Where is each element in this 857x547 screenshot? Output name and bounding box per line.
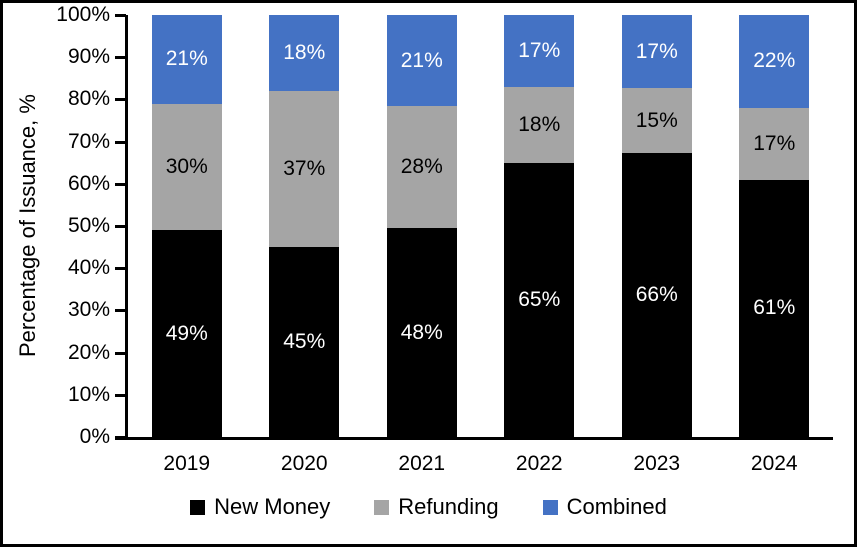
y-tick-label: 70% bbox=[67, 129, 110, 153]
y-tick-label: 30% bbox=[67, 298, 110, 322]
y-tick-mark bbox=[115, 56, 126, 60]
y-tick-label: 60% bbox=[67, 171, 110, 195]
legend-item-refunding: Refunding bbox=[374, 494, 499, 520]
y-tick-mark bbox=[115, 351, 126, 355]
bar-segment-refunding: 18% bbox=[504, 86, 575, 163]
bar-segment-combined: 22% bbox=[739, 15, 810, 108]
plot-area: 49% 30% 21% 45% 37% 18% 48% 28% 21% 65% 18% 17% 66% 1… bbox=[125, 15, 833, 437]
bar-segment-refunding: 30% bbox=[151, 103, 222, 231]
bar-segment-new-money: 45% bbox=[269, 247, 340, 437]
x-category-label: 2023 bbox=[633, 452, 681, 475]
y-tick-label: 40% bbox=[67, 256, 110, 280]
bar-segment-new-money: 48% bbox=[386, 228, 457, 437]
bar-segment-combined: 17% bbox=[504, 15, 575, 87]
y-tick-label: 10% bbox=[67, 382, 110, 406]
bar-segment-refunding: 17% bbox=[739, 107, 810, 180]
y-tick-mark bbox=[115, 225, 126, 228]
bar-segment-combined: 18% bbox=[269, 15, 340, 91]
y-tick-mark bbox=[115, 140, 126, 144]
bar-column-2020: 45% 37% 18% bbox=[246, 15, 364, 437]
y-tick-label: 90% bbox=[67, 45, 110, 69]
bar-segment-new-money: 65% bbox=[504, 162, 575, 437]
bar-segment-refunding: 28% bbox=[386, 106, 457, 229]
bar-column-2019: 49% 30% 21% bbox=[128, 15, 246, 437]
legend-swatch-icon bbox=[374, 499, 390, 515]
bar-column-2021: 48% 28% 21% bbox=[363, 15, 481, 437]
bar-column-2024: 61% 17% 22% bbox=[716, 15, 834, 437]
y-tick-mark bbox=[115, 436, 126, 439]
y-tick-label: 50% bbox=[67, 214, 110, 237]
bar-segment-new-money: 61% bbox=[739, 179, 810, 437]
legend-swatch-icon bbox=[190, 499, 206, 515]
chart-legend: New Money Refunding Combined bbox=[3, 494, 854, 520]
y-tick-mark bbox=[115, 14, 126, 17]
bar-column-2023: 66% 15% 17% bbox=[598, 15, 716, 437]
bar-column-2022: 65% 18% 17% bbox=[481, 15, 599, 437]
x-category-label: 2022 bbox=[515, 452, 563, 475]
y-tick-mark bbox=[115, 393, 126, 397]
y-tick-mark bbox=[115, 98, 126, 102]
y-tick-label: 0% bbox=[79, 425, 110, 448]
y-tick-mark bbox=[115, 309, 126, 313]
legend-item-combined: Combined bbox=[542, 494, 667, 520]
y-tick-label: 80% bbox=[67, 87, 110, 111]
bar-segment-new-money: 49% bbox=[151, 230, 222, 437]
bar-segment-refunding: 15% bbox=[621, 88, 692, 153]
x-category-label: 2021 bbox=[398, 452, 446, 475]
legend-label: Refunding bbox=[398, 494, 499, 519]
x-axis-line bbox=[115, 437, 833, 440]
legend-item-new-money: New Money bbox=[190, 494, 330, 520]
stacked-bar-2024: 61% 17% 22% bbox=[739, 15, 810, 437]
y-tick-label: 20% bbox=[67, 340, 110, 364]
x-category-label: 2019 bbox=[163, 452, 211, 475]
bar-segment-new-money: 66% bbox=[621, 152, 692, 437]
x-category-label: 2024 bbox=[750, 452, 798, 475]
y-axis-tick-labels: 0% 10% 20% 30% 40% 50% 60% 70% 80% 90% 100% bbox=[3, 3, 110, 448]
legend-swatch-icon bbox=[542, 499, 558, 515]
y-tick-mark bbox=[115, 182, 126, 186]
stacked-bar-2021: 48% 28% 21% bbox=[386, 15, 457, 437]
stacked-bar-2020: 45% 37% 18% bbox=[269, 15, 340, 437]
y-tick-label: 100% bbox=[56, 3, 110, 26]
bar-segment-combined: 17% bbox=[621, 15, 692, 89]
legend-label: Combined bbox=[566, 494, 667, 519]
stacked-bar-2023: 66% 15% 17% bbox=[621, 15, 692, 437]
x-axis-category-labels: 2019 2020 2021 2022 2023 2024 bbox=[128, 452, 833, 476]
stacked-bar-2022: 65% 18% 17% bbox=[504, 15, 575, 437]
bar-segment-combined: 21% bbox=[386, 15, 457, 107]
legend-label: New Money bbox=[214, 494, 331, 519]
bar-segment-combined: 21% bbox=[151, 15, 222, 104]
stacked-bar-2019: 49% 30% 21% bbox=[151, 15, 222, 437]
bar-segment-refunding: 37% bbox=[269, 90, 340, 248]
x-category-label: 2020 bbox=[280, 452, 328, 475]
y-tick-mark bbox=[115, 267, 126, 271]
